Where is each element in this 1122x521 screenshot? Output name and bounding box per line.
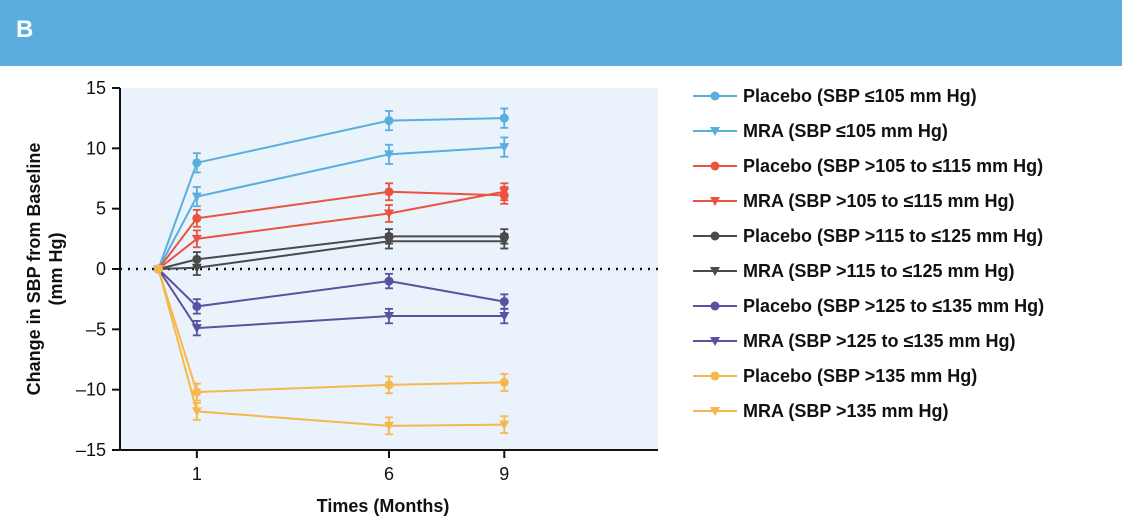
y-tick-label: 10: [86, 138, 106, 158]
x-tick-label: 9: [499, 464, 509, 484]
legend-label: Placebo (SBP >125 to ≤135 mm Hg): [743, 296, 1044, 316]
y-tick-label: –5: [86, 319, 106, 339]
series-line-3: [157, 190, 505, 270]
legend-label: MRA (SBP >105 to ≤115 mm Hg): [743, 191, 1014, 211]
data-point: [192, 213, 202, 223]
data-point: [384, 421, 394, 431]
legend-label: Placebo (SBP >135 mm Hg): [743, 366, 977, 386]
y-axis-title-line: Change in SBP from Baseline: [24, 143, 44, 396]
sbp-change-chart: 15 10 5 0 –5 –10 –15 1 6 9 Times (Months) Change in…: [24, 78, 1044, 516]
data-point: [499, 143, 510, 153]
data-point: [499, 312, 510, 322]
legend-label: Placebo (SBP ≤105 mm Hg): [743, 86, 977, 106]
series-line-5: [158, 240, 505, 270]
series-line-2: [157, 190, 505, 270]
x-tick-label: 1: [192, 464, 202, 484]
data-point: [499, 297, 509, 307]
legend-label: Placebo (SBP >105 to ≤115 mm Hg): [743, 156, 1043, 176]
data-point: [191, 234, 202, 244]
data-point: [192, 301, 202, 311]
data-point: [384, 116, 394, 126]
data-point: [384, 237, 394, 247]
legend-marker: [710, 407, 720, 416]
panel-label: B: [16, 16, 34, 43]
data-point: [191, 407, 202, 417]
legend-marker: [710, 91, 720, 101]
data-point: [499, 187, 510, 197]
y-tick-label: 0: [96, 259, 106, 279]
legend-label: MRA (SBP >115 to ≤125 mm Hg): [743, 261, 1014, 281]
data-point: [384, 380, 394, 390]
y-tick-label: 15: [86, 78, 106, 98]
legend-marker: [710, 371, 720, 381]
y-tick-label: –10: [76, 380, 106, 400]
data-point: [499, 113, 509, 123]
data-point: [499, 237, 510, 247]
data-point: [384, 209, 394, 219]
y-tick-label: –15: [76, 440, 106, 460]
series-line-9: [157, 268, 505, 427]
data-point: [384, 150, 394, 160]
data-point: [499, 420, 510, 430]
data-point: [153, 265, 164, 274]
legend-marker: [710, 197, 720, 206]
data-point: [384, 276, 394, 286]
data-point: [192, 387, 202, 397]
data-point: [192, 254, 202, 264]
legend-marker: [710, 127, 720, 136]
panel-header-bar: [0, 0, 1122, 66]
legend-label: MRA (SBP >125 to ≤135 mm Hg): [743, 331, 1015, 351]
data-point: [191, 324, 202, 334]
legend-marker: [710, 301, 720, 311]
series-line-4: [158, 235, 505, 270]
data-point: [191, 263, 202, 273]
y-tick-label: 5: [96, 199, 106, 219]
series-line-7: [157, 268, 505, 330]
series-line-8: [157, 268, 505, 394]
legend-marker: [710, 267, 720, 276]
series-line-0: [157, 117, 505, 270]
x-tick-label: 6: [384, 464, 394, 484]
data-point: [192, 158, 202, 168]
data-point: [384, 187, 394, 197]
legend-marker: [710, 231, 720, 241]
series-line-6: [157, 268, 505, 308]
y-axis-title: Change in SBP from Baseline (mm Hg): [24, 143, 66, 396]
legend-marker: [710, 337, 720, 346]
legend-marker: [710, 161, 720, 171]
data-point: [384, 312, 394, 322]
x-axis-title: Times (Months): [317, 496, 450, 516]
legend-label: MRA (SBP >135 mm Hg): [743, 401, 949, 421]
data-point: [499, 377, 509, 387]
legend-label: Placebo (SBP >115 to ≤125 mm Hg): [743, 226, 1043, 246]
data-point: [191, 192, 202, 202]
legend-label: MRA (SBP ≤105 mm Hg): [743, 121, 948, 141]
y-axis-title-line: (mm Hg): [46, 233, 66, 306]
series-line-1: [157, 146, 505, 270]
